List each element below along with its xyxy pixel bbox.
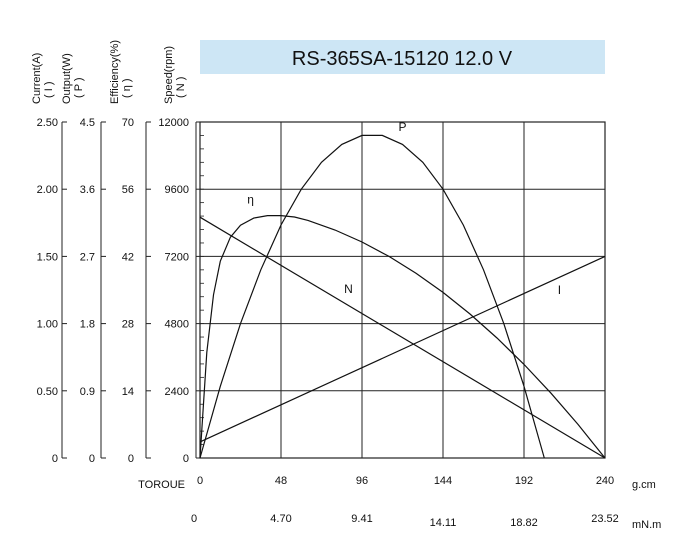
y-tick-label: 14 <box>122 386 134 398</box>
y-axis-symbol: ( N ) <box>175 77 187 98</box>
series-line-eta <box>199 215 606 459</box>
x-secondary-tick-label: 14.11 <box>430 517 457 529</box>
y-axis-title: Speed(rpm)( N ) <box>163 46 187 104</box>
y-axis-title-text: Output(W) <box>61 53 73 104</box>
y-axis-symbol: ( I ) <box>43 82 55 99</box>
x-secondary-tick-label: 9.41 <box>351 513 372 525</box>
y-tick-label: 4.5 <box>80 117 95 129</box>
y-axis-title-text: Current(A) <box>31 53 43 104</box>
y-tick-label: 1.8 <box>80 319 95 331</box>
series-label-n: N <box>344 282 353 296</box>
label-layer: N I Pη <box>247 120 561 297</box>
y-tick-label: 2400 <box>165 386 189 398</box>
x-tick-label: 192 <box>515 475 533 487</box>
y-axis-title-text: Speed(rpm) <box>163 46 175 104</box>
y-axis-symbol: ( P ) <box>73 77 85 98</box>
title-banner <box>200 40 605 74</box>
y-tick-label: 0 <box>128 453 134 465</box>
y-axis-title: Efficiency(%)( η ) <box>109 40 133 104</box>
y-tick-label: 0 <box>52 453 58 465</box>
x-axis-unit: g.cm <box>632 479 656 491</box>
series-label-eta: η <box>247 193 254 207</box>
y-tick-label: 12000 <box>158 117 189 129</box>
y-axis-title: Current(A)( I ) <box>31 53 55 104</box>
y-tick-label: 28 <box>122 319 134 331</box>
chart-title: RS-365SA-15120 12.0 V <box>292 48 513 70</box>
series-line-n <box>199 216 606 459</box>
y-tick-label: 0 <box>89 453 95 465</box>
x-tick-label: 0 <box>197 475 203 487</box>
y-tick-label: 0 <box>183 453 189 465</box>
y-tick-label: 2.50 <box>37 117 58 129</box>
y-tick-label: 1.50 <box>37 251 58 263</box>
x-secondary-tick-label: 18.82 <box>510 517 538 529</box>
series-layer <box>199 134 606 459</box>
y-tick-label: 0.9 <box>80 386 95 398</box>
x-axis-secondary-unit: mN.m <box>632 519 661 531</box>
y-axis-title-text: Efficiency(%) <box>109 40 121 104</box>
y-tick-label: 70 <box>122 117 134 129</box>
y-axis-title: Output(W)( P ) <box>61 53 85 104</box>
y-tick-label: 3.6 <box>80 184 95 196</box>
series-label-p: P <box>398 120 406 134</box>
axes: 0 48 96 144 192 2400 4.70 9.41 14.11 18.82 23.5200… <box>31 40 619 529</box>
x-tick-label: 144 <box>434 475 452 487</box>
y-tick-label: 4800 <box>165 319 189 331</box>
x-tick-label: 96 <box>356 475 368 487</box>
y-axis-symbol: ( η ) <box>121 78 133 98</box>
y-tick-label: 42 <box>122 251 134 263</box>
series-label-i: I <box>558 283 561 297</box>
x-secondary-tick-label: 4.70 <box>270 513 291 525</box>
x-axis-label: TOROUE <box>138 479 185 491</box>
y-tick-label: 7200 <box>165 251 189 263</box>
x-tick-label: 48 <box>275 475 287 487</box>
y-tick-label: 1.00 <box>37 319 58 331</box>
x-secondary-tick-label: 0 <box>191 513 197 525</box>
x-secondary-tick-label: 23.52 <box>591 513 619 525</box>
x-tick-label: 240 <box>596 475 614 487</box>
series-line-i <box>199 255 606 443</box>
y-tick-label: 2.00 <box>37 184 58 196</box>
y-tick-label: 56 <box>122 184 134 196</box>
y-tick-label: 9600 <box>165 184 189 196</box>
plot-frame <box>199 121 606 459</box>
y-tick-label: 2.7 <box>80 251 95 263</box>
grid <box>199 121 606 459</box>
series-line-p <box>199 134 545 459</box>
y-tick-label: 0.50 <box>37 386 58 398</box>
